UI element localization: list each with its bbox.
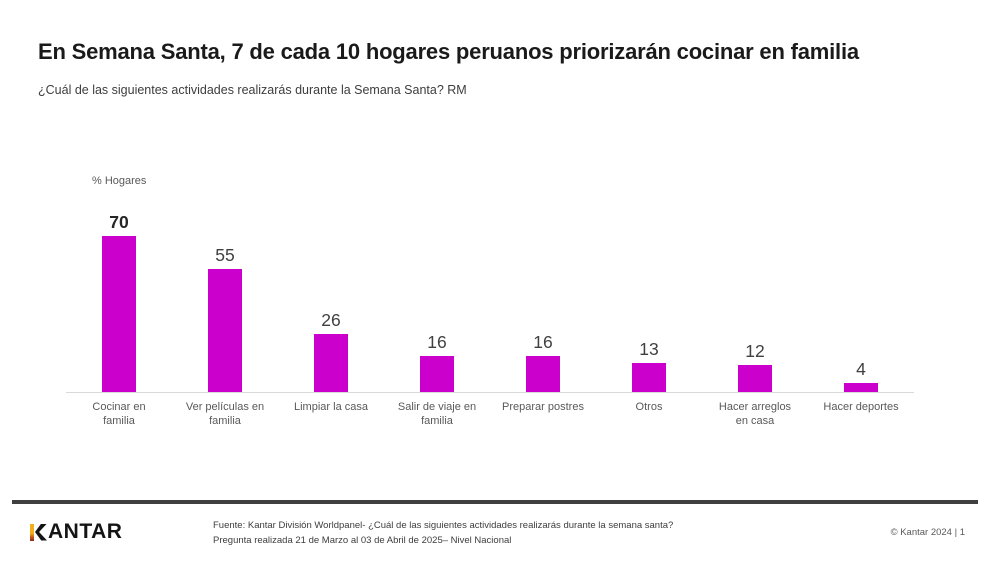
bar-column: 16 — [490, 200, 596, 392]
bar-value-label: 26 — [321, 309, 341, 330]
bar — [526, 356, 560, 392]
bar-column: 70 — [66, 200, 172, 392]
bar-value-label: 13 — [639, 338, 659, 359]
bar-value-label: 55 — [215, 244, 235, 265]
x-axis-category-label: Salir de viaje en familia — [397, 401, 477, 428]
bar-column: 12 — [702, 200, 808, 392]
bar-value-label: 12 — [745, 340, 765, 361]
x-axis-category-label: Hacer deportes — [823, 401, 899, 413]
bar-column: 4 — [808, 200, 914, 392]
kantar-logo-letters: ANTAR — [48, 520, 123, 543]
x-axis-category-label: Hacer arreglos en casa — [718, 401, 792, 428]
page-title: En Semana Santa, 7 de cada 10 hogares pe… — [38, 39, 859, 64]
bar-column: 26 — [278, 200, 384, 392]
bar — [420, 356, 454, 392]
footer-divider — [12, 500, 978, 504]
bar-value-label: 4 — [856, 358, 866, 379]
source-line-1: Fuente: Kantar División Worldpanel- ¿Cuá… — [213, 520, 674, 531]
bar — [738, 365, 772, 392]
bar — [844, 383, 878, 392]
bar-column: 16 — [384, 200, 490, 392]
bar-value-label: 70 — [109, 211, 129, 232]
x-axis-category-label: Ver películas en familia — [185, 401, 265, 428]
bar-column: 13 — [596, 200, 702, 392]
x-axis-category-label: Preparar postres — [502, 401, 584, 413]
bar-value-label: 16 — [533, 331, 553, 352]
kantar-logo-k-chevron-icon — [35, 523, 47, 541]
bar — [314, 334, 348, 392]
source-line-2: Pregunta realizada 21 de Marzo al 03 de … — [213, 534, 512, 546]
question-subtitle: ¿Cuál de las siguientes actividades real… — [38, 82, 467, 97]
bar-chart-plot-area: 70 55 26 16 16 13 12 4 — [66, 200, 914, 393]
y-axis-label: % Hogares — [92, 175, 147, 187]
x-axis-category-label: Otros — [635, 401, 663, 413]
bar — [208, 269, 242, 392]
bar-column: 55 — [172, 200, 278, 392]
source-note: Fuente: Kantar División Worldpanel- ¿Cuá… — [213, 519, 753, 548]
copyright-page-number: © Kantar 2024 | 1 — [890, 527, 965, 538]
slide-header: En Semana Santa, 7 de cada 10 hogares pe… — [38, 38, 941, 97]
bar — [632, 363, 666, 392]
x-axis-category-label: Cocinar en familia — [92, 401, 146, 428]
x-axis-category-label: Limpiar la casa — [294, 401, 368, 413]
bar — [102, 236, 136, 392]
bar-value-label: 16 — [427, 331, 447, 352]
kantar-logo-k-stem — [30, 523, 34, 541]
kantar-logo: ANTAR — [30, 520, 123, 543]
x-axis-labels-row: Cocinar en familia Ver películas en famil… — [66, 394, 914, 429]
